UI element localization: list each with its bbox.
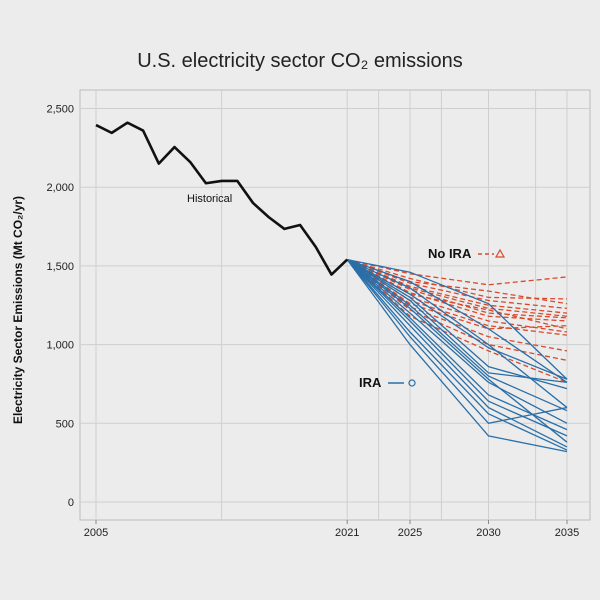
y-tick-labels: 0 500 1,000 1,500 2,000 2,500 [46,104,74,510]
historical-line [95,121,349,276]
ira-line [347,258,568,380]
ira-line [346,259,568,425]
no-ira-line [346,259,568,319]
y-tick-label: 2,500 [46,104,74,116]
x-tick-labels: 2005 2021 2025 2030 2035 [84,520,579,539]
y-tick-label: 0 [68,497,74,509]
ira-series [346,258,568,453]
ira-line [346,259,568,409]
no-ira-label: No IRA [428,246,472,261]
triangle-icon [494,248,506,258]
ira-line [346,258,568,383]
x-tick-label: 2030 [476,527,500,539]
ira-line [346,259,568,424]
x-tick-label: 2005 [84,527,108,539]
y-tick-label: 500 [56,418,74,430]
no-ira-line [346,259,568,322]
no-ira-line [346,258,568,310]
chart-title: U.S. electricity sector CO₂ emissions [137,50,463,72]
ira-line [346,259,568,448]
no-ira-line [346,259,568,336]
ira-line [346,259,568,453]
x-tick-label: 2035 [555,527,579,539]
no-ira-line [347,258,568,286]
no-ira-legend: No IRA [428,246,506,261]
no-ira-line [346,259,568,314]
y-tick-label: 1,000 [46,340,74,352]
ira-line [346,259,568,412]
historical-series [95,121,349,276]
ira-line [346,259,568,431]
y-axis-label: Electricity Sector Emissions (Mt CO₂/yr) [11,196,25,424]
ira-line [346,259,568,437]
ira-line [346,259,568,384]
x-tick-label: 2025 [398,527,422,539]
ira-line [346,259,568,443]
no-ira-line [346,259,568,352]
gridlines [80,90,590,520]
historical-label: Historical [187,193,232,205]
x-tick-label: 2021 [335,527,359,539]
ira-line [346,259,568,451]
y-tick-label: 2,000 [46,182,74,194]
plot-area [79,89,591,521]
circle-icon [408,379,416,387]
y-tick-label: 1,500 [46,261,74,273]
ira-line [346,259,568,380]
ira-legend: IRA [359,375,416,390]
ira-label: IRA [359,375,382,390]
